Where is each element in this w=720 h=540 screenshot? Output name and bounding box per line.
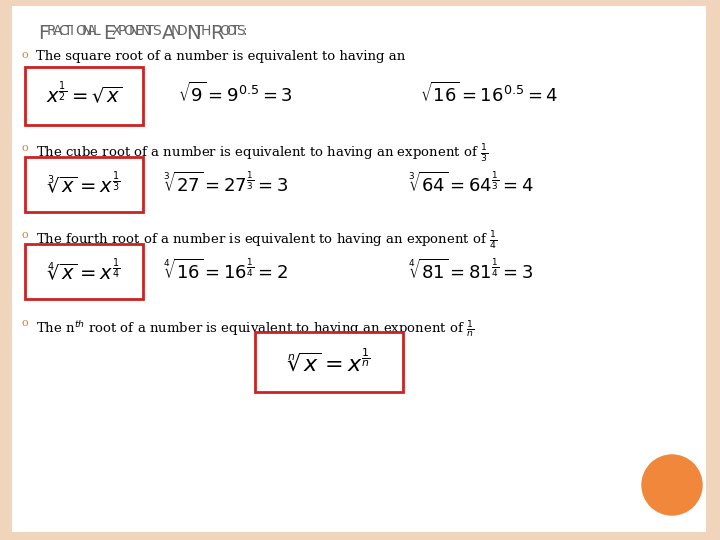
Text: O: O	[123, 24, 134, 38]
Text: N: N	[186, 24, 201, 43]
Text: o: o	[22, 230, 29, 240]
Text: S: S	[237, 24, 246, 38]
Text: $\sqrt{9} = 9^{0.5} = 3$: $\sqrt{9} = 9^{0.5} = 3$	[178, 82, 293, 106]
Text: T: T	[146, 24, 155, 38]
Text: $\sqrt[4]{81} = 81^{\frac{1}{4}} = 3$: $\sqrt[4]{81} = 81^{\frac{1}{4}} = 3$	[408, 259, 534, 282]
Text: The n$^{th}$ root of a number is equivalent to having an exponent of $\frac{1}{n: The n$^{th}$ root of a number is equival…	[36, 318, 474, 339]
Text: N: N	[129, 24, 140, 38]
Text: $x^{\frac{1}{2}} = \sqrt{x}$: $x^{\frac{1}{2}} = \sqrt{x}$	[46, 80, 122, 107]
Bar	[25, 67, 143, 125]
Text: :: :	[243, 24, 247, 38]
Text: H: H	[201, 24, 211, 38]
Text: C: C	[58, 24, 68, 38]
Text: $\sqrt[n]{x} = x^{\frac{1}{n}}$: $\sqrt[n]{x} = x^{\frac{1}{n}}$	[287, 348, 371, 374]
Bar	[25, 157, 143, 212]
Text: The square root of a number is equivalent to having an
exponent of ½: The square root of a number is equivalen…	[36, 50, 405, 80]
Text: O: O	[225, 24, 236, 38]
Text: $\sqrt[3]{x} = x^{\frac{1}{3}}$: $\sqrt[3]{x} = x^{\frac{1}{3}}$	[48, 170, 120, 197]
Bar	[25, 244, 143, 299]
Text: N: N	[81, 24, 92, 38]
Text: S: S	[152, 24, 161, 38]
Text: $\sqrt[3]{64} = 64^{\frac{1}{3}} = 4$: $\sqrt[3]{64} = 64^{\frac{1}{3}} = 4$	[408, 171, 534, 195]
Text: P: P	[117, 24, 126, 38]
Text: L: L	[93, 24, 101, 38]
Circle shape	[642, 455, 702, 515]
Text: $\sqrt[4]{x} = x^{\frac{1}{4}}$: $\sqrt[4]{x} = x^{\frac{1}{4}}$	[48, 257, 120, 284]
Text: D: D	[176, 24, 187, 38]
Text: T: T	[195, 24, 204, 38]
Bar	[255, 332, 403, 392]
Text: $\sqrt[3]{27} = 27^{\frac{1}{3}} = 3$: $\sqrt[3]{27} = 27^{\frac{1}{3}} = 3$	[163, 171, 288, 195]
Text: $\sqrt{16} = 16^{0.5} = 4$: $\sqrt{16} = 16^{0.5} = 4$	[420, 82, 558, 106]
Text: N: N	[171, 24, 181, 38]
Text: o: o	[22, 50, 29, 60]
Text: T: T	[64, 24, 73, 38]
Text: N: N	[140, 24, 151, 38]
Text: A: A	[87, 24, 96, 38]
Text: A: A	[53, 24, 62, 38]
Text: A: A	[162, 24, 176, 43]
Text: O: O	[76, 24, 86, 38]
Text: o: o	[22, 143, 29, 153]
Text: E: E	[135, 24, 143, 38]
Text: The fourth root of a number is equivalent to having an exponent of $\frac{1}{4}$: The fourth root of a number is equivalen…	[36, 230, 498, 252]
Text: R: R	[47, 24, 56, 38]
Text: I: I	[70, 24, 74, 38]
Text: o: o	[22, 318, 29, 328]
Text: T: T	[231, 24, 239, 38]
Text: The cube root of a number is equivalent to having an exponent of $\frac{1}{3}$: The cube root of a number is equivalent …	[36, 143, 488, 165]
Text: F: F	[38, 24, 49, 43]
Text: X: X	[112, 24, 121, 38]
Text: $\sqrt[4]{16} = 16^{\frac{1}{4}} = 2$: $\sqrt[4]{16} = 16^{\frac{1}{4}} = 2$	[163, 259, 288, 282]
Text: E: E	[103, 24, 115, 43]
Text: O: O	[219, 24, 230, 38]
Text: R: R	[210, 24, 224, 43]
